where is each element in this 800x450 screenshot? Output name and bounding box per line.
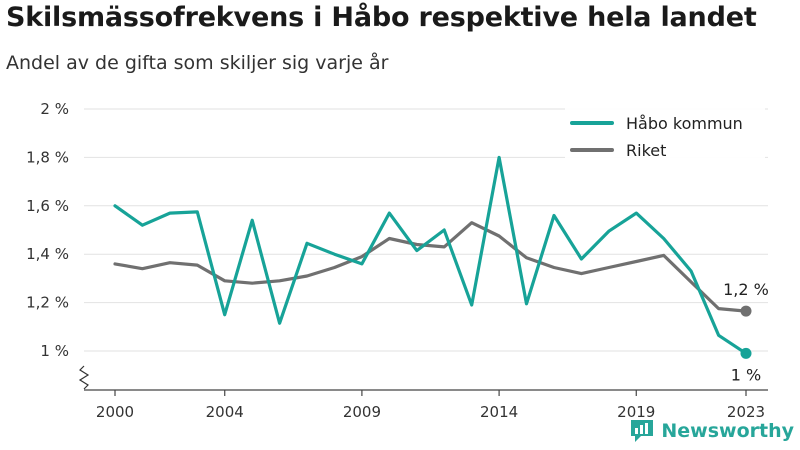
x-tick-label-3: 2014 — [480, 403, 518, 421]
series-end-point-1 — [740, 305, 752, 317]
x-tick-label-1: 2004 — [206, 403, 244, 421]
series-lines: 1,2 % 1 % — [113, 155, 769, 384]
y-tick-label-3: 1,6 % — [26, 197, 69, 215]
x-tick-label-5: 2023 — [727, 403, 765, 421]
series-end-point-0 — [740, 347, 752, 359]
y-axis: 1 % 1,2 % 1,4 % 1,6 % 1,8 % 2 % — [26, 100, 90, 390]
newsworthy-logo-icon — [631, 420, 654, 442]
series-end-label-0: 1 % — [731, 365, 761, 384]
y-tick-label-5: 2 % — [40, 100, 69, 118]
y-tick-label-1: 1,2 % — [26, 294, 69, 312]
axis-break-icon — [78, 365, 90, 390]
legend-label-0: Håbo kommun — [626, 114, 743, 133]
y-tick-label-4: 1,8 % — [26, 148, 69, 166]
legend: Håbo kommun Riket — [565, 106, 765, 164]
chart-title: Skilsmässofrekvens i Håbo respektive hel… — [6, 2, 757, 33]
series-line-1 — [113, 221, 748, 313]
x-axis: 2000 2004 2009 2014 2019 2023 — [84, 389, 768, 421]
grid-lines — [84, 108, 768, 352]
legend-box — [565, 106, 765, 164]
chart-subtitle: Andel av de gifta som skiljer sig varje … — [6, 52, 389, 74]
y-tick-label-0: 1 % — [40, 342, 69, 360]
x-tick-label-0: 2000 — [96, 403, 134, 421]
series-end-label-1: 1,2 % — [723, 280, 769, 299]
x-tick-label-2: 2009 — [343, 403, 381, 421]
x-tick-label-4: 2019 — [617, 403, 655, 421]
brand-name: Newsworthy — [661, 420, 794, 442]
brand-logo: Newsworthy — [629, 418, 794, 444]
legend-label-1: Riket — [626, 141, 666, 160]
y-tick-label-2: 1,4 % — [26, 245, 69, 263]
series-line-0 — [113, 155, 748, 355]
